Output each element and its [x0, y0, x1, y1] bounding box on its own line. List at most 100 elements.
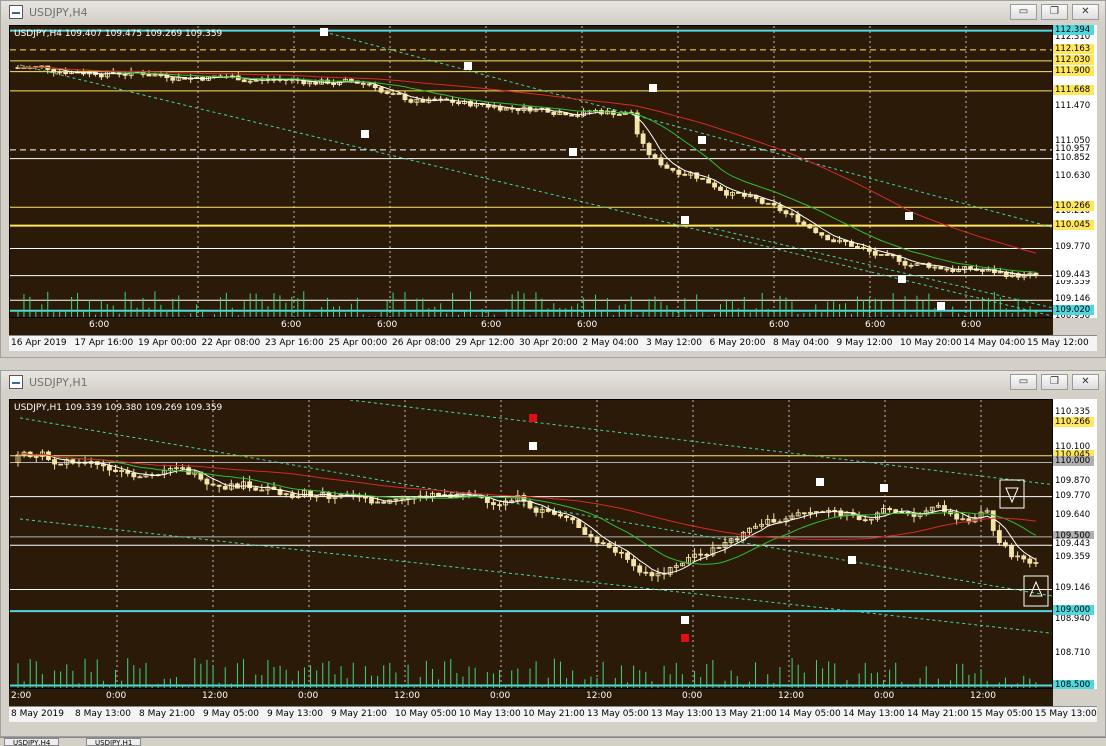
close-button[interactable]: ✕: [1072, 4, 1099, 20]
candle-body: [667, 567, 673, 575]
candle-body: [765, 202, 771, 205]
ma-mid-line: [17, 453, 1037, 565]
time-tick-label: 30 Apr 20:00: [519, 338, 578, 348]
restore-button[interactable]: ❐: [1041, 4, 1068, 20]
candle-body: [875, 512, 880, 520]
candle-body: [381, 501, 387, 504]
price-level-badge: 111.668: [1053, 84, 1094, 95]
candle-body: [484, 497, 490, 503]
candle-body: [938, 266, 944, 270]
candle-body: [564, 515, 569, 519]
candle-body: [908, 264, 914, 267]
chart-window-h1: USDJPY,H1 ▭ ❐ ✕ USDJPY,H1 109.339 109.38…: [0, 370, 1106, 737]
candle-body: [375, 501, 381, 504]
candle-body: [872, 250, 878, 256]
candle-body: [692, 553, 697, 558]
session-axis: 6:00 6:00 6:00 6:00 6:00 6:00 6:00 6:00: [9, 318, 1053, 335]
candle-body: [174, 467, 179, 470]
candle-body: [759, 523, 765, 527]
session-label: 0:00: [490, 691, 511, 701]
candle-body: [612, 546, 618, 553]
session-label: 12:00: [394, 691, 420, 701]
candle-body: [307, 81, 313, 85]
fractal-marker: [816, 478, 824, 486]
session-label: 6:00: [961, 320, 982, 330]
candle-body: [241, 79, 247, 83]
candle-body: [533, 507, 539, 513]
candle-body: [878, 254, 884, 256]
candle-body: [753, 525, 758, 529]
candle-body: [962, 266, 968, 271]
session-label: 0:00: [682, 691, 703, 701]
price-level-badge: 111.900: [1053, 65, 1094, 76]
chart-window-icon: [9, 5, 23, 19]
chart-window-h4: USDJPY,H4 ▭ ❐ ✕ USDJPY,H4 109.407 109.47…: [0, 0, 1106, 358]
time-tick-label: 15 May 05:00: [971, 709, 1033, 719]
price-scale[interactable]: 112.310111.470111.050110.630110.210109.7…: [1053, 25, 1097, 318]
candle-body: [369, 497, 374, 504]
candle-body: [539, 509, 545, 513]
candle-body: [765, 519, 771, 525]
down-arrow-icon: [999, 479, 1025, 509]
candle-body: [569, 114, 575, 117]
time-tick-label: 13 May 05:00: [587, 709, 649, 719]
window-title: USDJPY,H1: [29, 375, 88, 389]
candle-body: [990, 510, 996, 531]
candle-body: [1015, 555, 1021, 558]
candle-body: [414, 98, 420, 103]
time-tick-label: 10 May 21:00: [523, 709, 585, 719]
time-tick-label: 10 May 13:00: [459, 709, 521, 719]
time-tick-label: 8 May 2019: [11, 709, 64, 719]
session-label: 0:00: [874, 691, 895, 701]
window-titlebar[interactable]: USDJPY,H4 ▭ ❐ ✕: [1, 1, 1105, 23]
window-title: USDJPY,H4: [29, 5, 88, 19]
candle-body: [491, 502, 496, 506]
candle-body: [119, 470, 125, 472]
session-label: 12:00: [970, 691, 996, 701]
ma-fast-line: [17, 66, 1037, 276]
candle-body: [436, 492, 441, 497]
price-level-badge: 109.443: [1053, 269, 1094, 280]
candle-body: [58, 463, 64, 466]
candle-body: [619, 551, 624, 554]
time-axis[interactable]: 16 Apr 2019 17 Apr 16:00 19 Apr 00:00 22 Ap…: [9, 335, 1097, 351]
candle-body: [819, 232, 825, 236]
fractal-marker: [529, 442, 537, 450]
fractal-marker: [898, 275, 906, 283]
price-tick-label: 108.710: [1055, 648, 1091, 659]
candle-body: [408, 99, 414, 103]
candle-body: [363, 496, 368, 499]
time-axis[interactable]: 8 May 2019 8 May 13:00 8 May 21:00 9 May 05…: [9, 706, 1097, 722]
candle-body: [393, 498, 399, 501]
minimize-button[interactable]: ▭: [1010, 374, 1037, 390]
window-titlebar[interactable]: USDJPY,H1 ▭ ❐ ✕: [1, 371, 1105, 393]
candle-body: [954, 513, 960, 520]
candle-body: [899, 511, 905, 514]
session-label: 12:00: [778, 691, 804, 701]
minimize-button[interactable]: ▭: [1010, 4, 1037, 20]
close-button[interactable]: ✕: [1072, 374, 1099, 390]
candle-body: [783, 210, 789, 215]
session-label: 0:00: [298, 691, 319, 701]
price-tick-label: 109.359: [1055, 551, 1091, 562]
fractal-marker: [464, 62, 472, 70]
candle-body: [944, 268, 950, 271]
fractal-marker: [905, 212, 913, 220]
price-tick-label: 110.630: [1055, 171, 1091, 182]
channel-line: [19, 417, 1052, 597]
candle-body: [1033, 562, 1039, 564]
candle-body: [283, 493, 289, 496]
candle-body: [314, 495, 320, 498]
restore-button[interactable]: ❐: [1041, 374, 1068, 390]
price-level-badge: 110.266: [1053, 201, 1094, 212]
price-chart[interactable]: USDJPY,H4 109.407 109.475 109.269 109.35…: [9, 25, 1053, 318]
candle-body: [325, 79, 330, 84]
time-tick-label: 23 Apr 16:00: [265, 338, 324, 348]
time-tick-label: 16 Apr 2019: [11, 338, 67, 348]
price-scale[interactable]: 110.335 110.100 109.870 109.640 109.359 108.9…: [1053, 399, 1097, 689]
fractal-marker: [361, 130, 369, 138]
candle-body: [1009, 545, 1014, 558]
candle-body: [216, 484, 222, 487]
candle-body: [929, 506, 935, 512]
price-chart[interactable]: USDJPY,H1 109.339 109.380 109.269 109.35…: [9, 399, 1053, 689]
